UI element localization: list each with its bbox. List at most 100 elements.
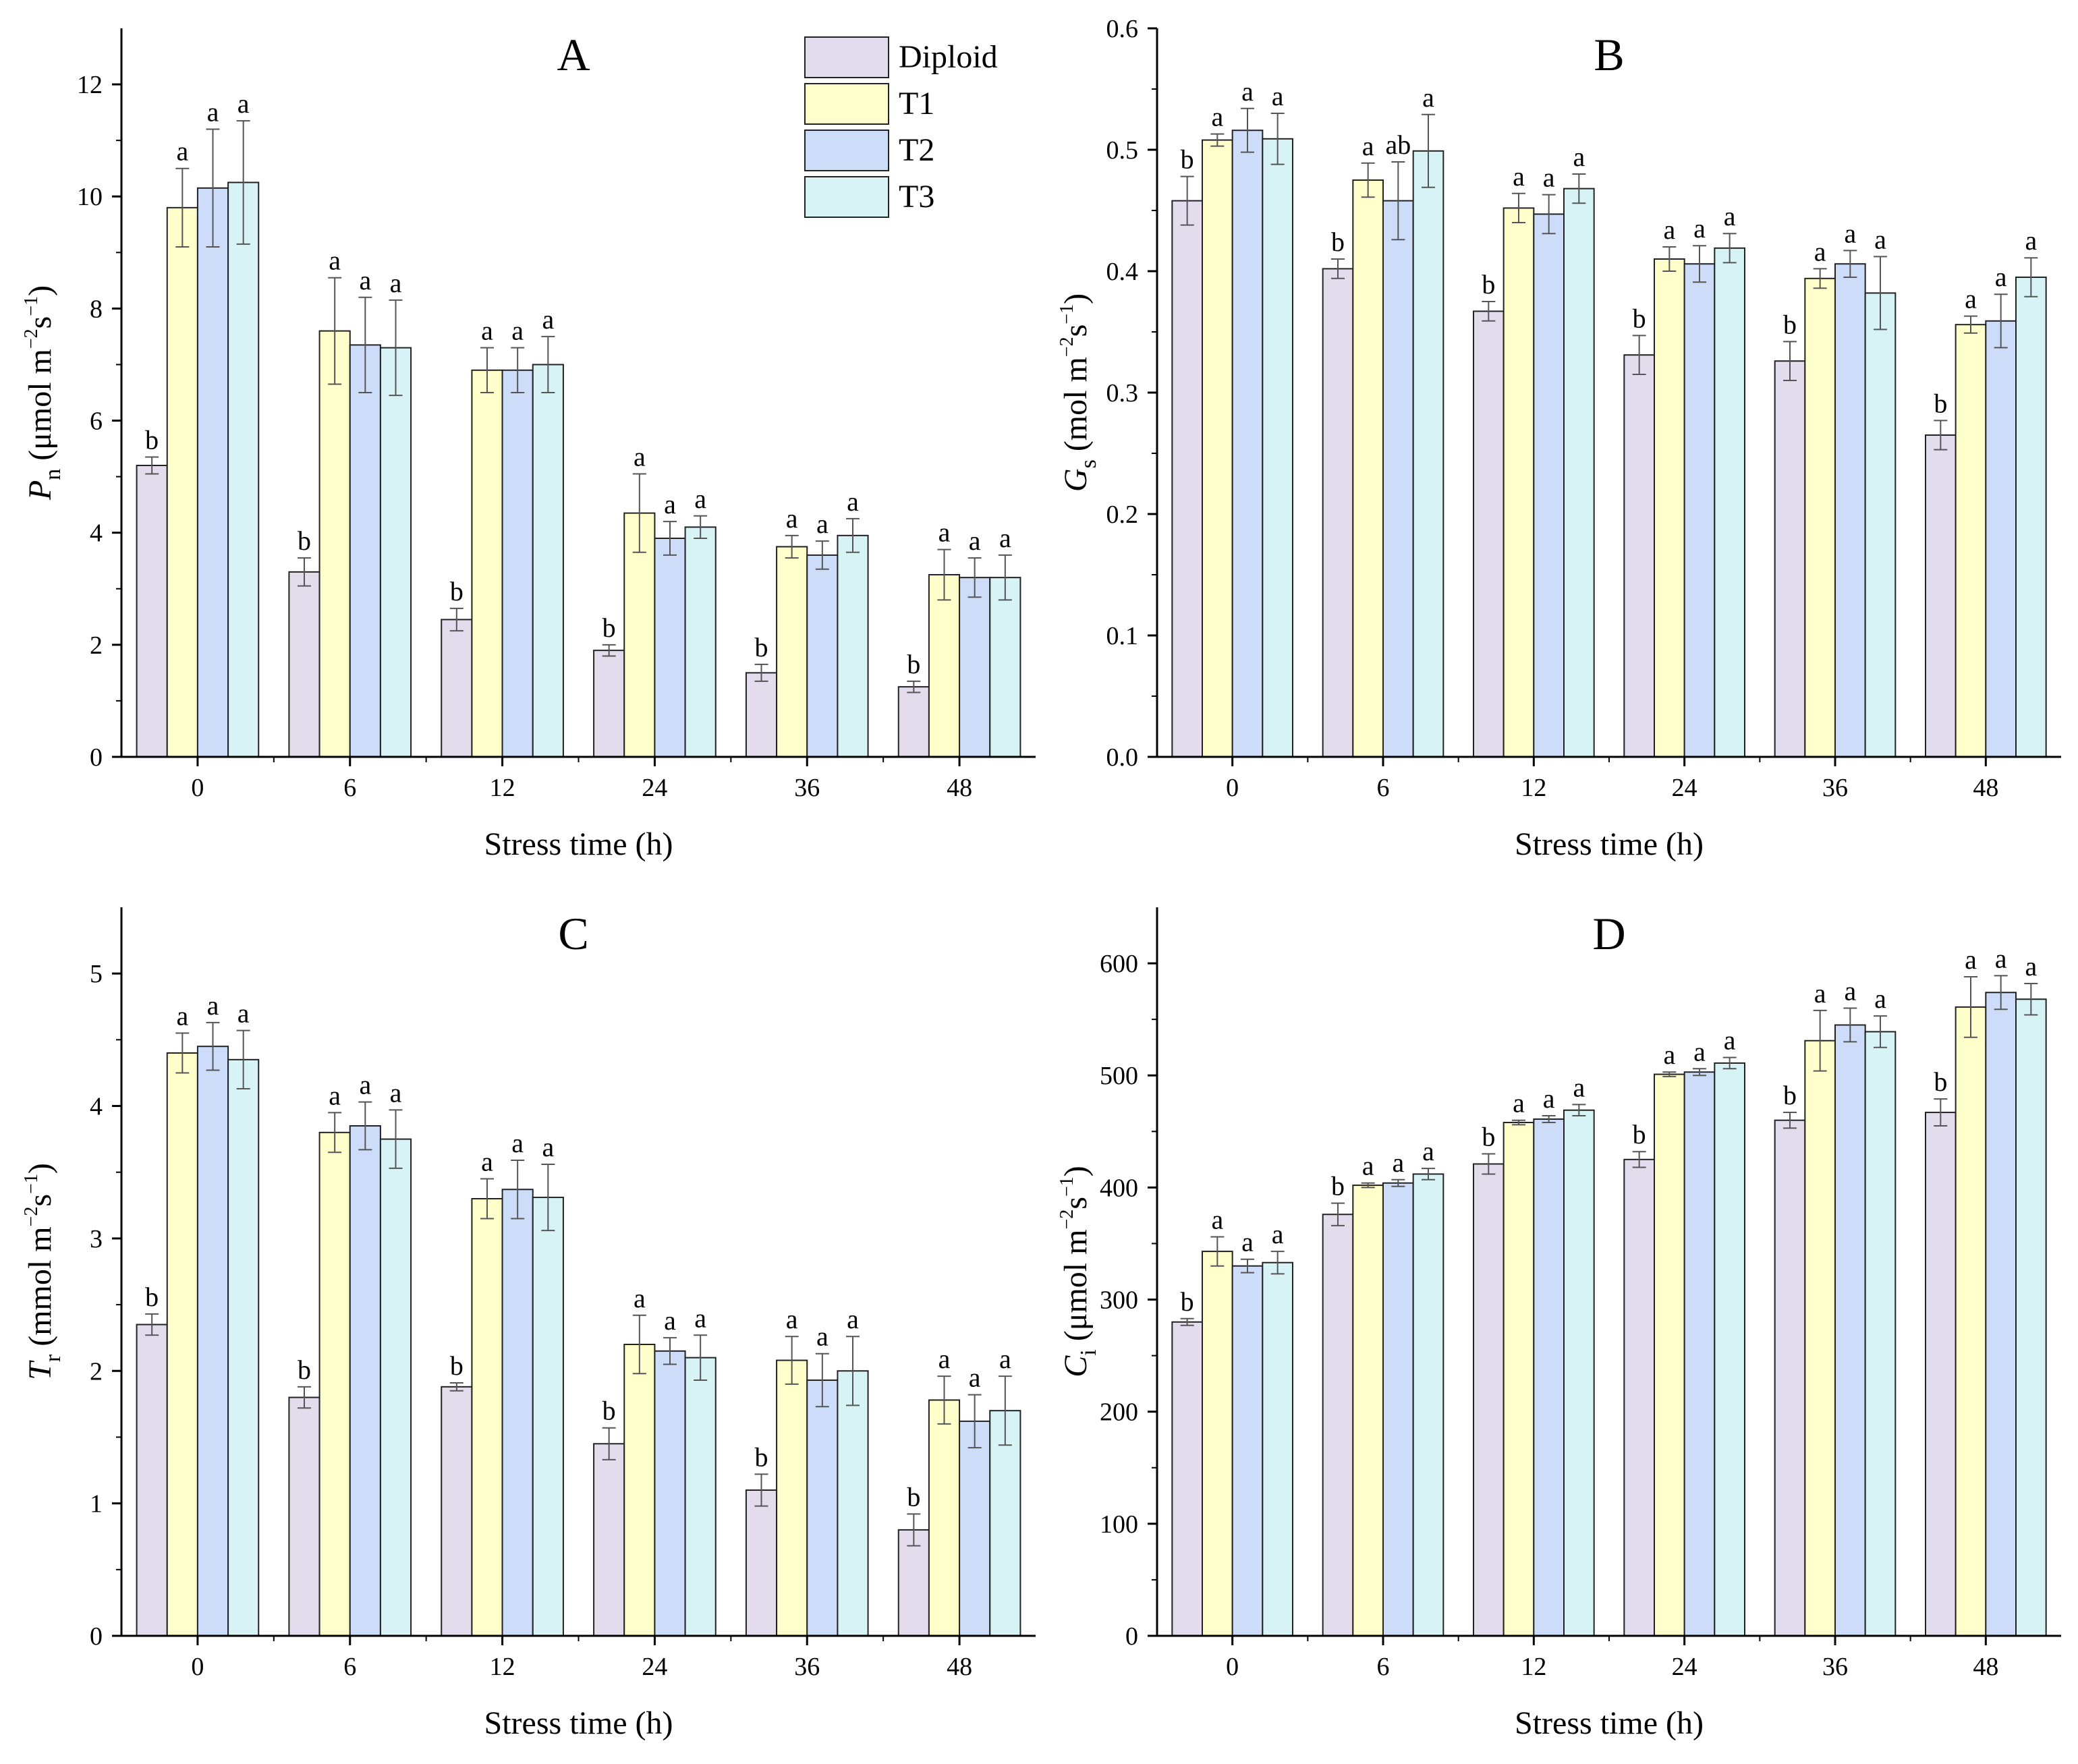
x-tick-label: 48 <box>947 774 972 802</box>
bar-A-T3-12 <box>532 364 564 758</box>
y-tick-label: 0.0 <box>1106 743 1139 772</box>
significance-label: a <box>390 1077 402 1108</box>
significance-label: a <box>1995 262 2007 292</box>
x-axis-label: Stress time (h) <box>1515 1705 1704 1741</box>
y-tick-label: 0.1 <box>1106 622 1139 650</box>
significance-label: a <box>1814 978 1826 1008</box>
bar-B-Diploid-6 <box>1322 268 1354 758</box>
y-tick-label: 5 <box>90 960 103 988</box>
bar-A-Diploid-0 <box>136 465 168 758</box>
error-bar <box>449 607 464 632</box>
error-bar <box>1512 1119 1525 1126</box>
y-tick-label: 4 <box>90 1093 103 1121</box>
y-tick-label: 200 <box>1100 1398 1138 1427</box>
significance-label: b <box>450 1350 464 1381</box>
error-bar <box>1361 1182 1375 1189</box>
error-bar <box>846 1336 860 1406</box>
bar-D-T1-48 <box>1955 1006 1987 1637</box>
error-bar <box>480 347 494 393</box>
significance-label: a <box>542 304 554 335</box>
significance-label: a <box>1513 1088 1525 1118</box>
significance-label: b <box>1181 1286 1194 1317</box>
bar-C-T2-48 <box>959 1420 991 1637</box>
significance-label: a <box>634 1283 646 1313</box>
significance-label: b <box>907 649 920 679</box>
panel-D: bbb bb baaaaaaaaaaaaaaaaaa0100200300400500… <box>1057 907 2061 1741</box>
error-bar <box>1813 268 1827 289</box>
legend-label-T2: T2 <box>899 132 934 168</box>
bar-C-Diploid-6 <box>288 1396 320 1637</box>
significance-label: a <box>694 484 706 514</box>
error-bar <box>1874 256 1887 331</box>
x-tick-label: 0 <box>1226 774 1239 802</box>
significance-label: a <box>511 1128 524 1158</box>
significance-label: a <box>1844 218 1856 248</box>
bar-D-T2-24 <box>1683 1071 1716 1637</box>
significance-label: a <box>1693 1036 1706 1066</box>
significance-label: a <box>816 509 829 539</box>
significance-label: a <box>694 1303 706 1333</box>
y-tick-label: 0.2 <box>1106 501 1139 529</box>
bar-B-Diploid-36 <box>1774 360 1806 758</box>
bar-B-T3-12 <box>1563 188 1595 758</box>
legend-swatch-T3 <box>804 176 889 218</box>
significance-label: a <box>1874 224 1886 254</box>
error-bar <box>785 1336 799 1385</box>
x-tick-label: 36 <box>794 1653 820 1681</box>
error-bar <box>907 680 921 693</box>
bar-A-T2-24 <box>654 538 686 758</box>
error-bar <box>1512 192 1525 223</box>
x-tick-label: 12 <box>490 1653 515 1681</box>
y-tick-label: 2 <box>90 631 103 660</box>
error-bar <box>389 299 403 397</box>
bar-D-T2-12 <box>1533 1118 1565 1637</box>
error-bar <box>1270 1251 1285 1275</box>
significance-label: b <box>1482 269 1495 300</box>
significance-label: a <box>1272 1219 1284 1249</box>
y-tick-label: 6 <box>90 407 103 436</box>
significance-label: a <box>511 316 524 346</box>
x-tick-label: 0 <box>1226 1653 1239 1681</box>
error-bar <box>937 548 951 601</box>
bar-C-T1-0 <box>166 1052 198 1637</box>
bar-A-Diploid-36 <box>745 672 778 758</box>
significance-label: a <box>1965 944 1977 975</box>
significance-label: a <box>1995 943 2007 973</box>
significance-label: a <box>847 486 859 517</box>
significance-label: b <box>755 632 768 662</box>
bar-C-Diploid-12 <box>441 1386 473 1637</box>
bar-A-T2-6 <box>349 344 381 758</box>
error-bar <box>754 1473 768 1507</box>
bar-B-T3-0 <box>1262 138 1294 758</box>
bar-C-T2-6 <box>349 1125 381 1637</box>
error-bar <box>1964 315 1977 334</box>
significance-label: a <box>1422 1136 1434 1166</box>
y-tick-label: 300 <box>1100 1286 1138 1315</box>
x-tick-label: 48 <box>1973 774 1998 802</box>
error-bar <box>998 1375 1012 1446</box>
bar-B-T1-24 <box>1654 258 1685 758</box>
significance-label: b <box>602 1396 616 1426</box>
error-bar <box>1331 258 1345 279</box>
significance-label: a <box>1211 1204 1223 1234</box>
error-bar <box>1542 1115 1556 1124</box>
bar-B-T2-12 <box>1533 213 1565 758</box>
significance-label: a <box>1573 1072 1585 1102</box>
error-bar <box>937 1375 951 1425</box>
x-axis-label: Stress time (h) <box>1515 826 1704 862</box>
bar-A-T1-0 <box>166 206 198 758</box>
error-bar <box>206 128 220 248</box>
significance-label: a <box>1543 163 1555 193</box>
error-bar <box>1783 1112 1797 1129</box>
significance-label: a <box>2025 225 2037 256</box>
bar-A-Diploid-6 <box>288 571 320 758</box>
error-bar <box>1482 1153 1496 1175</box>
bar-A-T1-48 <box>928 574 961 758</box>
significance-label: ab <box>1385 130 1411 160</box>
significance-label: a <box>1272 81 1284 111</box>
bar-A-T1-12 <box>471 369 503 758</box>
y-tick-label: 400 <box>1100 1174 1138 1202</box>
error-bar <box>389 1109 403 1169</box>
